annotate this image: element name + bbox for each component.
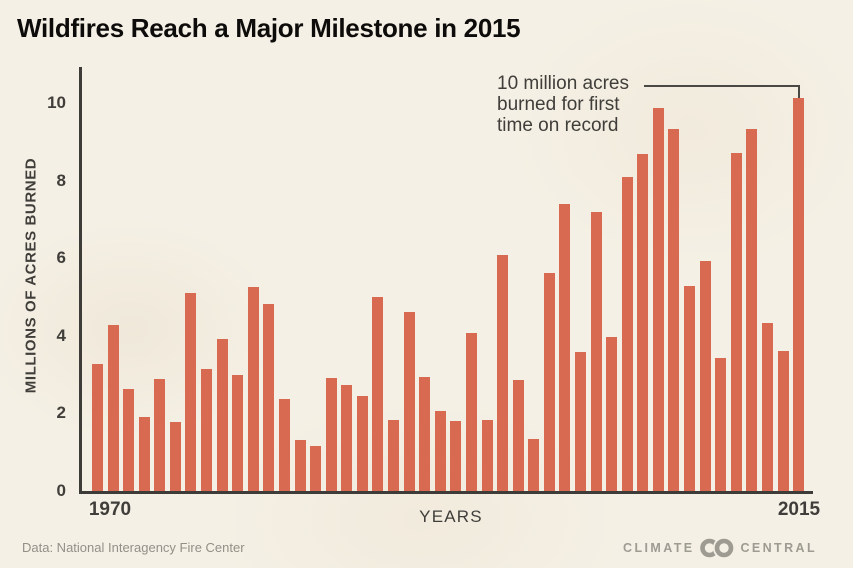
annotation-bracket-vertical [798, 85, 800, 98]
bar-2008 [684, 285, 696, 491]
y-tick-label-2: 2 [56, 403, 66, 423]
bar-1990 [403, 311, 415, 491]
y-tick-label-8: 8 [56, 170, 66, 190]
bar-1992 [434, 410, 446, 491]
bar-1999 [543, 272, 555, 491]
bar-1978 [216, 339, 228, 491]
bar-1972 [123, 388, 135, 491]
bar-1980 [247, 286, 259, 491]
bar-2006 [652, 108, 664, 491]
logo-word-climate: CLIMATE [623, 541, 695, 555]
bar-2013 [761, 323, 773, 491]
bar-2003 [606, 337, 618, 491]
x-axis-title: YEARS [419, 507, 483, 526]
bar-2001 [574, 352, 586, 491]
bar-2014 [777, 351, 789, 491]
bar-1977 [201, 368, 213, 491]
data-source-credit: Data: National Interagency Fire Center [22, 540, 245, 555]
bar-1989 [388, 419, 400, 491]
bar-2005 [637, 153, 649, 491]
bar-2000 [559, 204, 571, 491]
bar-1979 [232, 374, 244, 491]
bar-1973 [138, 416, 150, 491]
bar-1996 [497, 255, 509, 491]
bar-2009 [699, 261, 711, 491]
annotation-text: 10 million acres burned for first time o… [497, 73, 629, 136]
logo-word-central: CENTRAL [740, 541, 817, 555]
bar-2007 [668, 128, 680, 491]
bar-1985 [325, 378, 337, 491]
bar-1982 [278, 398, 290, 491]
annotation-line-1: 10 million acres [497, 73, 629, 94]
bar-1976 [185, 292, 197, 491]
page-title: Wildfires Reach a Major Milestone in 201… [17, 13, 521, 43]
bar-1970 [92, 363, 103, 491]
climate-central-logo: CLIMATE CENTRAL [623, 537, 817, 559]
bar-1983 [294, 439, 306, 491]
y-tick-label-0: 0 [56, 481, 66, 500]
bar-1981 [263, 304, 275, 491]
bar-1993 [450, 421, 462, 491]
bar-2012 [746, 128, 758, 491]
bar-2002 [590, 212, 602, 491]
annotation-line-3: time on record [497, 115, 619, 136]
interlocked-rings-icon [699, 537, 736, 559]
bar-1995 [481, 419, 493, 491]
y-tick-label-4: 4 [56, 325, 66, 345]
annotation-bracket-horizontal [644, 85, 800, 87]
bar-1988 [372, 296, 384, 491]
y-tick-label-10: 10 [47, 93, 66, 112]
bar-2011 [730, 153, 742, 491]
annotation-line-2: burned for first [497, 94, 620, 115]
bar-1994 [465, 333, 477, 491]
bar-1997 [512, 380, 524, 491]
bar-1987 [356, 395, 368, 491]
bar-1975 [169, 421, 181, 491]
x-axis-line [79, 491, 813, 494]
bar-1984 [310, 446, 322, 491]
y-tick-label-6: 6 [56, 248, 66, 268]
bar-1974 [154, 379, 166, 491]
x-tick-1970: 1970 [88, 499, 132, 520]
bar-2004 [621, 176, 633, 491]
bar-1991 [419, 376, 431, 491]
bar-2010 [715, 358, 727, 491]
x-tick-2015: 2015 [777, 499, 821, 520]
bar-1971 [107, 324, 119, 491]
y-axis-line [79, 67, 82, 494]
bar-2015 [793, 97, 805, 491]
bar-1986 [341, 385, 353, 491]
bar-1998 [528, 439, 540, 491]
